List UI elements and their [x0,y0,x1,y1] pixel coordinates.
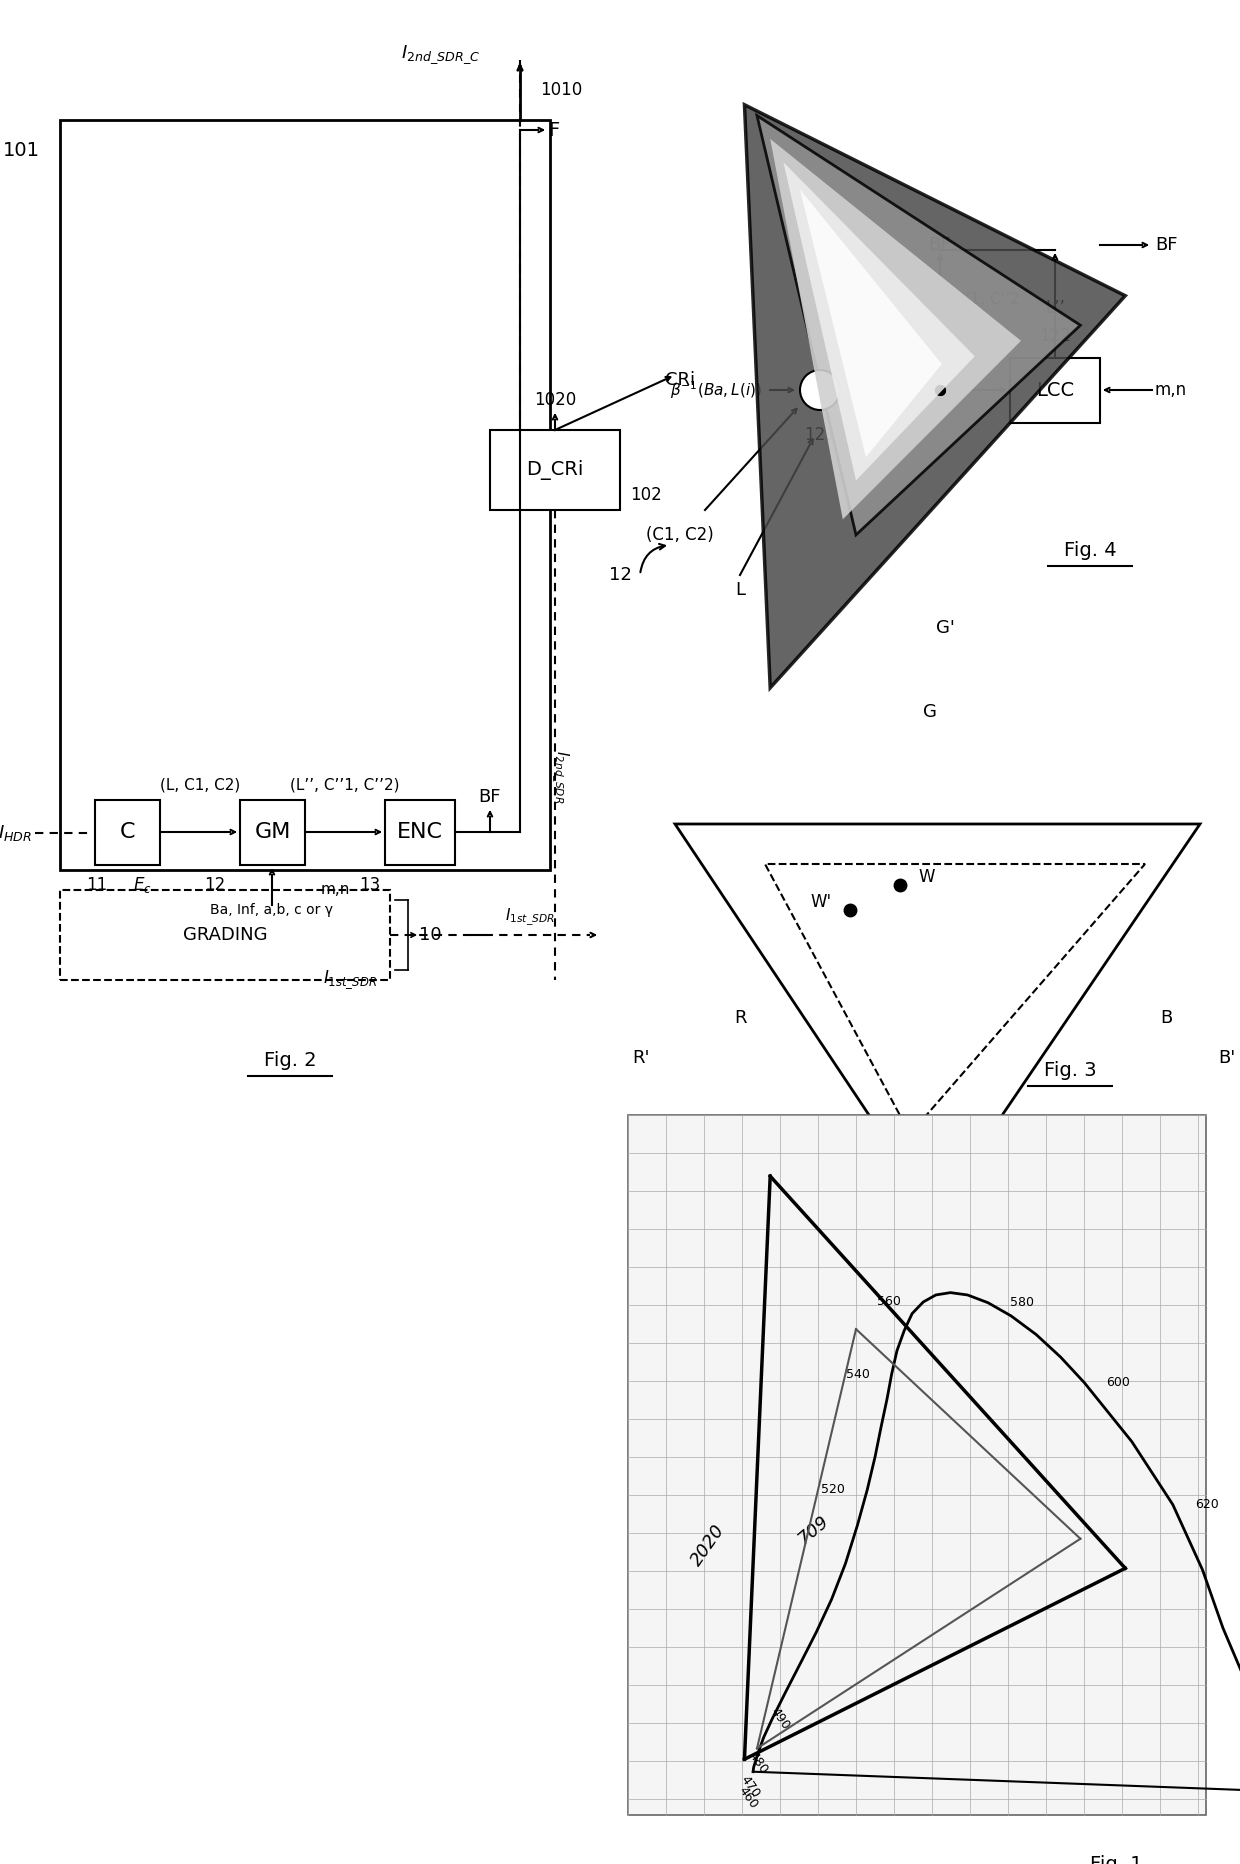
Text: $I_{1st\_SDR}$: $I_{1st\_SDR}$ [322,969,377,992]
Text: CRi: CRi [665,371,696,390]
Text: 560: 560 [878,1295,901,1309]
Bar [60,889,391,980]
Text: Fig. 2: Fig. 2 [264,1051,316,1070]
Polygon shape [744,104,1125,688]
Polygon shape [800,190,942,457]
Text: G': G' [935,619,955,637]
Text: 460: 460 [735,1784,760,1812]
Text: 1020: 1020 [534,391,577,408]
Circle shape [800,369,839,410]
Polygon shape [770,140,1021,520]
Text: 11: 11 [87,876,108,895]
Bar [95,800,160,865]
Text: Fig. 3: Fig. 3 [1044,1061,1096,1079]
Text: 12: 12 [609,567,631,583]
Text: W': W' [811,893,832,911]
Text: $I_{HDR}$: $I_{HDR}$ [0,824,32,843]
Bar [384,800,455,865]
Text: 520: 520 [821,1484,846,1497]
Text: (L’’, C’’1, C’’2): (L’’, C’’1, C’’2) [290,777,399,792]
Text: 101: 101 [2,140,40,160]
Text: F: F [548,121,559,140]
Text: W: W [918,869,935,885]
Bar [1011,358,1100,423]
Text: 580: 580 [1011,1295,1034,1309]
Text: 12: 12 [203,876,224,895]
Polygon shape [756,116,1080,535]
Text: C: C [120,822,135,843]
Text: BF: BF [1154,237,1178,254]
Text: BF: BF [479,788,501,805]
Text: Fig. 1: Fig. 1 [1090,1855,1142,1864]
Text: 709: 709 [794,1512,832,1547]
Text: 122: 122 [1039,326,1071,345]
Text: m,n: m,n [1154,380,1187,399]
Text: Ba, Inf, a,b, c or γ: Ba, Inf, a,b, c or γ [211,902,334,917]
Text: m,n: m,n [320,882,350,897]
Text: 13: 13 [358,876,379,895]
Text: 620: 620 [1195,1499,1219,1512]
Text: ⊗: ⊗ [808,377,832,404]
Text: 121: 121 [804,427,836,444]
Bar [60,119,551,870]
Text: B': B' [1218,1049,1235,1066]
Bar [490,431,620,511]
Text: 470: 470 [738,1773,763,1801]
Bar [241,800,305,865]
Bar [627,1115,1207,1816]
Text: R: R [734,1008,746,1027]
Text: 10: 10 [419,926,441,943]
Text: $I_{2nd\_SDR}$: $I_{2nd\_SDR}$ [549,749,570,803]
Text: $E_c$: $E_c$ [133,874,151,895]
Text: $I_{1st\_SDR}$: $I_{1st\_SDR}$ [505,906,554,928]
Text: ENC: ENC [397,822,443,843]
Text: 600: 600 [1106,1376,1130,1389]
Text: 102: 102 [630,487,662,503]
Text: Fig. 4: Fig. 4 [1064,541,1116,559]
Text: C’’1, C’’2: C’’1, C’’2 [950,293,1019,308]
Text: R': R' [632,1049,650,1066]
Text: 480: 480 [746,1750,770,1776]
Text: G: G [923,703,937,721]
Text: 490: 490 [768,1706,792,1732]
Text: D_CRi: D_CRi [526,460,584,481]
Text: 2020: 2020 [687,1521,729,1569]
Text: L: L [735,582,745,598]
Text: BF: BF [929,237,951,254]
Text: GM: GM [254,822,290,843]
Text: B: B [1159,1008,1172,1027]
Text: (L, C1, C2): (L, C1, C2) [160,777,241,792]
Text: $I_{2nd\_SDR\_C}$: $I_{2nd\_SDR\_C}$ [401,43,480,67]
Text: (C1, C2): (C1, C2) [646,526,714,544]
Text: GRADING: GRADING [182,926,268,943]
Text: L’’: L’’ [1045,298,1065,317]
Text: 540: 540 [846,1368,869,1381]
Text: LCC: LCC [1035,380,1074,401]
Text: 1010: 1010 [539,80,583,99]
Text: $\beta^{-1}(Ba, L(i))$: $\beta^{-1}(Ba, L(i))$ [670,378,761,401]
Polygon shape [784,162,975,481]
